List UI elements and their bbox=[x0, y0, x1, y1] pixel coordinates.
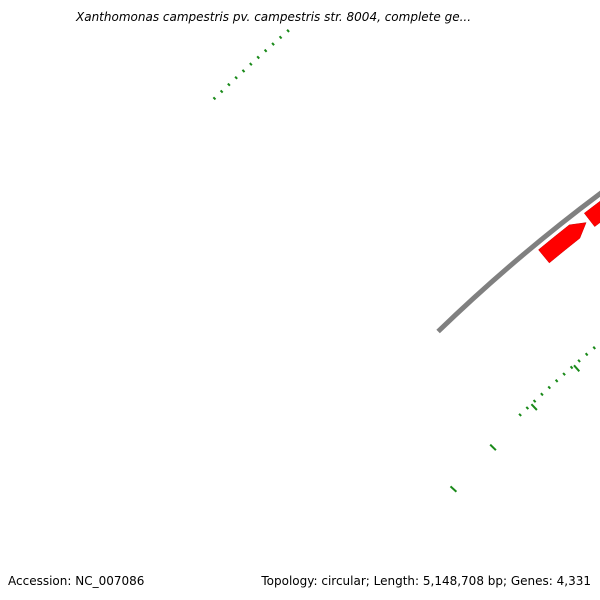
kbp-ruler: 2001 kbp2002 kbp2003 kbp2004 kbp2005 kbp… bbox=[212, 28, 600, 493]
kbp-ruler-inner-arc bbox=[518, 341, 600, 417]
genome-summary-text: Topology: circular; Length: 5,148,708 bp… bbox=[260, 574, 591, 588]
genome-backbone-line bbox=[436, 190, 600, 334]
kbp-inner-tick bbox=[449, 485, 458, 493]
kbp-inner-tick bbox=[573, 364, 581, 372]
kbp-inner-tick bbox=[530, 403, 538, 411]
map-title: Xanthomonas campestris pv. campestris st… bbox=[75, 10, 471, 24]
gene-track bbox=[538, 188, 600, 264]
kbp-inner-tick bbox=[489, 443, 497, 451]
genome-backbone bbox=[436, 190, 600, 334]
genome-map-layer: 2001 kbp2002 kbp2003 kbp2004 kbp2005 kbp… bbox=[212, 28, 600, 493]
accession-text: Accession: NC_007086 bbox=[8, 574, 144, 588]
gene-forward[interactable] bbox=[583, 188, 600, 227]
gene-forward[interactable] bbox=[538, 222, 587, 264]
